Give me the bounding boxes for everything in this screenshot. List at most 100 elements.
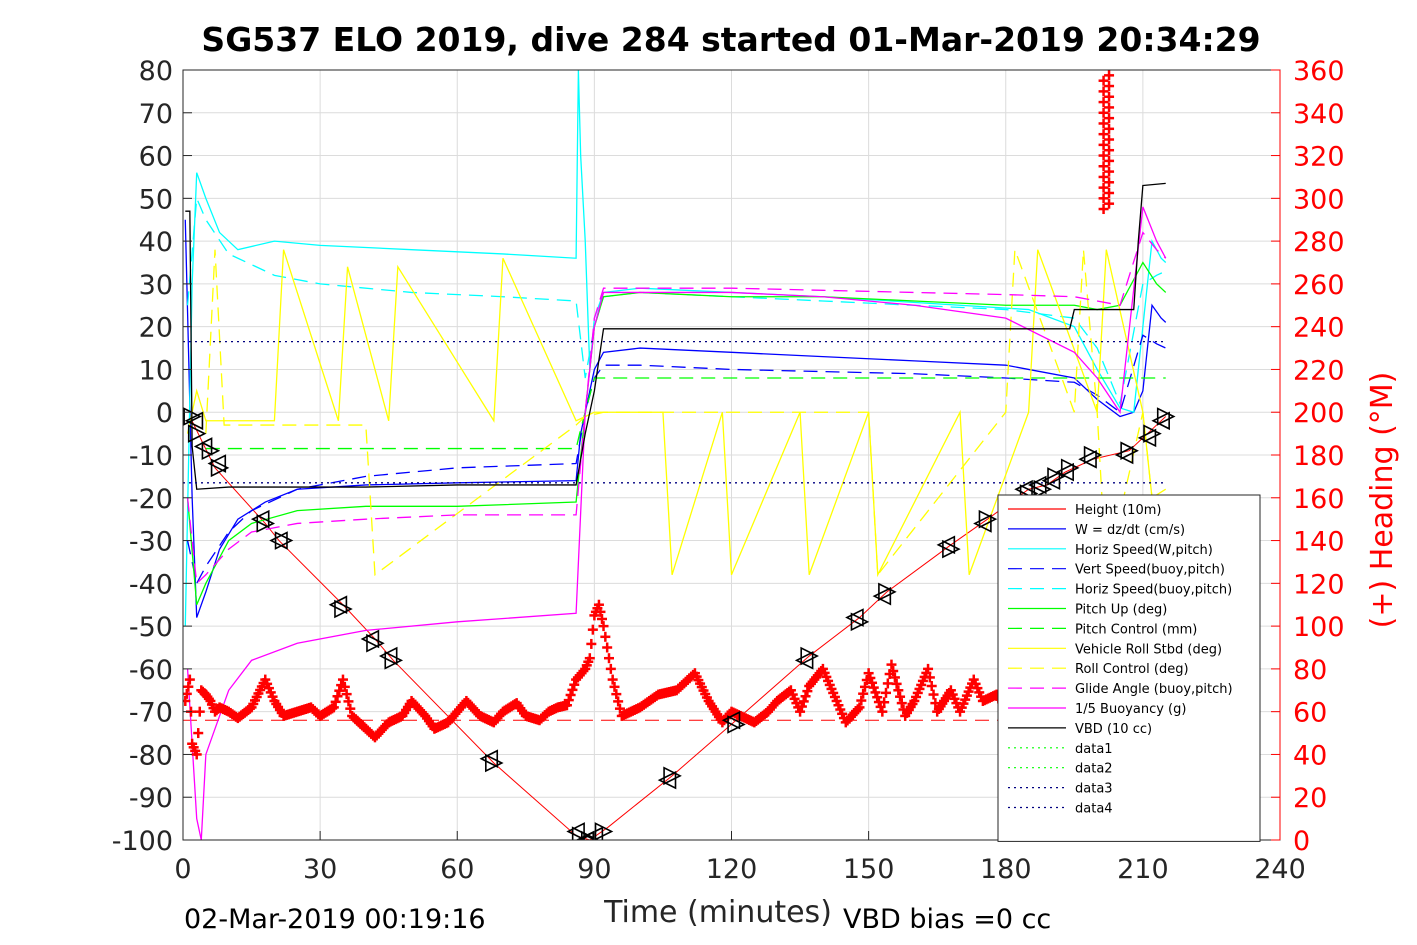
- heading-flip-marker: [1104, 113, 1115, 124]
- right-tick-label: 40: [1293, 740, 1327, 771]
- heading-marker: [795, 706, 806, 717]
- right-tick-label: 180: [1293, 441, 1345, 472]
- triangle-marker: [1114, 445, 1134, 465]
- triangle-marker: [1078, 449, 1097, 469]
- heading-flip-marker: [1104, 70, 1115, 81]
- heading-marker: [569, 679, 580, 690]
- triangle-marker: [663, 766, 682, 786]
- heading-marker: [602, 642, 613, 653]
- triangle-marker: [1143, 424, 1162, 443]
- heading-marker: [332, 691, 343, 702]
- heading-flip-marker: [1104, 198, 1115, 209]
- x-tick-label: 90: [577, 854, 611, 885]
- y-tick-label: -70: [129, 698, 173, 729]
- heading-flip-marker: [1098, 129, 1109, 140]
- heading-flip-marker: [1098, 139, 1109, 150]
- right-tick-label: 260: [1293, 270, 1345, 301]
- x-tick-label: 240: [1254, 854, 1306, 885]
- triangle-marker: [978, 509, 998, 529]
- heading-marker: [183, 695, 191, 706]
- heading-marker: [798, 696, 809, 707]
- heading-marker: [896, 698, 907, 709]
- heading-marker: [880, 687, 891, 698]
- triangle-marker: [269, 531, 288, 550]
- triangle-marker: [210, 458, 230, 478]
- series-line-7: [186, 249, 1167, 578]
- heading-marker: [893, 685, 904, 696]
- heading-marker: [567, 684, 578, 695]
- series-line-5: [186, 261, 1167, 605]
- axes-layer: 0 30 60 90 120 150 180 210 24080706050403020100-…: [112, 56, 1345, 885]
- right-tick-label: 240: [1293, 313, 1345, 344]
- legend-label: Vert Speed(buoy,pitch): [1075, 563, 1225, 578]
- triangle-marker: [384, 651, 404, 670]
- triangle-marker: [366, 633, 385, 653]
- triangle-marker: [594, 822, 614, 840]
- right-tick-label: 300: [1293, 184, 1345, 215]
- series-line-11: [185, 182, 1166, 490]
- heading-marker: [872, 692, 883, 703]
- heading-marker: [193, 728, 204, 739]
- heading-marker: [343, 696, 354, 707]
- legend: Height (10m) W = dz/dt (cm/s) Horiz Speed(…: [997, 494, 1261, 842]
- heading-flip-marker: [1104, 155, 1115, 166]
- triangle-marker: [479, 749, 499, 769]
- triangle-marker: [1014, 479, 1033, 499]
- right-tick-label: 220: [1293, 355, 1345, 386]
- y-tick-label: 20: [139, 313, 173, 344]
- heading-marker: [586, 638, 597, 649]
- triangle-marker: [936, 535, 956, 555]
- right-tick-label: 200: [1293, 398, 1345, 429]
- x-tick-label: 60: [440, 854, 474, 885]
- heading-marker: [611, 689, 622, 700]
- x-tick-label: 210: [1117, 854, 1169, 885]
- triangle-marker: [566, 822, 585, 840]
- heading-marker: [341, 689, 352, 700]
- right-tick-label: 0: [1293, 826, 1310, 857]
- heading-marker: [613, 696, 624, 707]
- triangle-marker: [872, 586, 892, 606]
- heading-marker: [858, 688, 869, 699]
- triangle-marker: [973, 514, 992, 533]
- legend-label: Horiz Speed(W,pitch): [1075, 543, 1213, 558]
- triangle-marker: [1137, 428, 1157, 448]
- triangle-marker: [1156, 407, 1176, 426]
- right-tick-label: 320: [1293, 142, 1345, 173]
- triangle-marker: [794, 651, 814, 670]
- y-tick-label: 40: [139, 227, 173, 258]
- heading-marker: [607, 674, 618, 685]
- y-tick-label: 30: [139, 270, 173, 301]
- triangle-marker: [850, 612, 870, 632]
- triangle-marker: [657, 770, 677, 790]
- right-tick-label: 340: [1293, 99, 1345, 130]
- heading-flip-marker: [1098, 86, 1109, 97]
- heading-marker: [924, 672, 935, 683]
- heading-marker: [891, 678, 902, 689]
- triangle-marker: [201, 441, 221, 461]
- heading-marker: [852, 704, 863, 715]
- heading-marker: [345, 703, 356, 714]
- legend-label: Height (10m): [1075, 503, 1161, 518]
- heading-marker: [800, 691, 811, 702]
- y-tick-label: 70: [139, 99, 173, 130]
- x-axis-label: Time (minutes): [603, 895, 832, 930]
- heading-marker: [184, 674, 195, 685]
- heading-flip-marker: [1104, 134, 1115, 145]
- heading-flip-marker: [1098, 75, 1109, 86]
- heading-flip-marker: [1098, 150, 1109, 161]
- heading-flip-marker: [1098, 97, 1109, 108]
- heading-marker: [614, 703, 625, 714]
- triangle-marker: [1041, 471, 1061, 490]
- y-tick-label: -10: [129, 441, 173, 472]
- triangle-marker: [274, 531, 294, 550]
- heading-marker: [867, 677, 878, 688]
- heading-flip-marker: [1098, 107, 1109, 118]
- footer-vbd-bias: VBD bias =0 cc: [843, 904, 1051, 935]
- legend-label: data1: [1075, 742, 1113, 757]
- heading-flip-marker: [1098, 204, 1109, 215]
- heading-marker: [886, 659, 897, 670]
- legend-label: data3: [1075, 782, 1113, 797]
- right-tick-label: 80: [1293, 655, 1327, 686]
- heading-flip-marker: [1104, 166, 1115, 177]
